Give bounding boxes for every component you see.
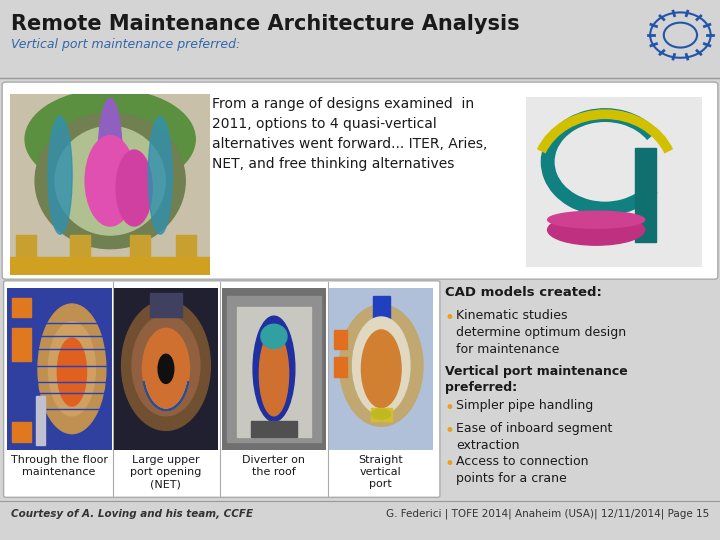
Bar <box>12 422 31 442</box>
Ellipse shape <box>48 322 96 416</box>
Bar <box>334 357 347 377</box>
Ellipse shape <box>122 301 210 430</box>
Text: Courtesy of A. Loving and his team, CCFE: Courtesy of A. Loving and his team, CCFE <box>11 509 253 519</box>
Bar <box>176 235 197 275</box>
Bar <box>635 148 656 242</box>
Bar <box>0 0 720 78</box>
Bar <box>373 296 390 385</box>
Ellipse shape <box>372 409 391 419</box>
Text: Remote Maintenance Architecture Analysis: Remote Maintenance Architecture Analysis <box>11 14 519 33</box>
Text: Diverter on
the roof: Diverter on the roof <box>242 455 305 477</box>
Ellipse shape <box>38 304 106 434</box>
Ellipse shape <box>253 316 295 421</box>
Ellipse shape <box>98 98 122 216</box>
Text: •: • <box>445 399 455 416</box>
Text: Kinematic studies
determine optimum design
for maintenance: Kinematic studies determine optimum desi… <box>456 309 626 356</box>
Bar <box>70 235 90 275</box>
Bar <box>37 396 45 445</box>
Ellipse shape <box>148 117 172 234</box>
Ellipse shape <box>259 332 289 416</box>
Text: Straight
vertical
port: Straight vertical port <box>358 455 402 489</box>
Ellipse shape <box>25 90 195 189</box>
Bar <box>371 408 392 421</box>
Text: Ease of inboard segment
extraction: Ease of inboard segment extraction <box>456 422 612 453</box>
Bar <box>12 328 31 361</box>
Ellipse shape <box>58 338 86 406</box>
Ellipse shape <box>158 354 174 383</box>
Text: Access to connection
points for a crane: Access to connection points for a crane <box>456 455 588 485</box>
Text: •: • <box>445 455 455 472</box>
FancyBboxPatch shape <box>2 82 718 279</box>
Ellipse shape <box>132 315 200 416</box>
Ellipse shape <box>35 113 185 248</box>
Bar <box>10 256 210 275</box>
Ellipse shape <box>85 136 135 226</box>
Ellipse shape <box>48 117 72 234</box>
Ellipse shape <box>116 150 152 226</box>
Text: •: • <box>445 309 455 327</box>
FancyBboxPatch shape <box>4 281 440 497</box>
Bar <box>238 307 310 437</box>
Bar <box>150 293 181 317</box>
Text: From a range of designs examined  in
2011, options to 4 quasi-vertical
alternati: From a range of designs examined in 2011… <box>212 97 487 171</box>
Bar <box>12 298 31 317</box>
Ellipse shape <box>548 214 644 245</box>
Text: G. Federici | TOFE 2014| Anaheim (USA)| 12/11/2014| Page 15: G. Federici | TOFE 2014| Anaheim (USA)| … <box>386 509 709 519</box>
Ellipse shape <box>340 305 423 426</box>
Ellipse shape <box>55 126 165 235</box>
Text: Through the floor
maintenance: Through the floor maintenance <box>11 455 107 477</box>
Bar <box>10 188 210 275</box>
Ellipse shape <box>548 211 644 228</box>
Bar <box>16 235 36 275</box>
Text: Vertical port maintenance preferred:: Vertical port maintenance preferred: <box>11 38 240 51</box>
Text: Simpler pipe handling: Simpler pipe handling <box>456 399 593 411</box>
Text: Vertical port maintenance
preferred:: Vertical port maintenance preferred: <box>445 364 628 395</box>
Ellipse shape <box>261 324 287 349</box>
Bar <box>251 421 297 437</box>
Text: •: • <box>445 422 455 440</box>
Bar <box>130 235 150 275</box>
Bar <box>334 330 347 349</box>
Ellipse shape <box>353 317 410 414</box>
Text: CAD models created:: CAD models created: <box>445 286 602 299</box>
Text: Large upper
port opening
(NET): Large upper port opening (NET) <box>130 455 202 489</box>
Ellipse shape <box>361 330 401 408</box>
Ellipse shape <box>143 328 189 409</box>
